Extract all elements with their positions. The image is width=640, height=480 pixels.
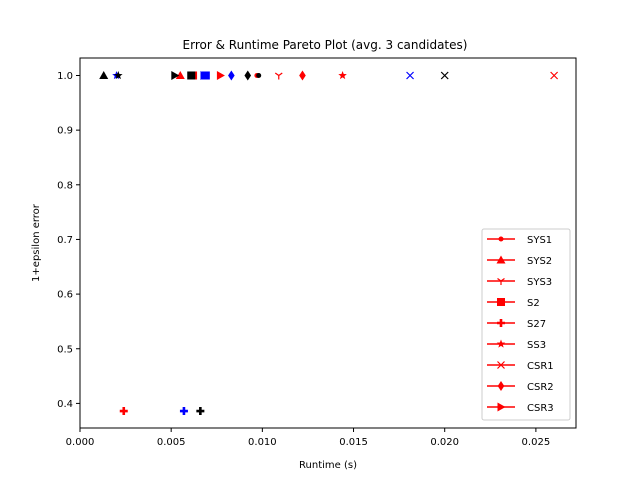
data-point-csr3-red <box>216 70 225 80</box>
y-tick-label: 0.8 <box>57 180 73 191</box>
legend-marker <box>497 319 505 327</box>
legend-entry-sys2: SYS2 <box>487 255 552 267</box>
legend-entry-ss3: SS3 <box>487 339 546 351</box>
data-point-sys3-red <box>274 72 283 80</box>
data-point-sys1-black <box>256 72 262 78</box>
data-point-csr2-black <box>244 70 252 81</box>
y-tick-label: 1.0 <box>57 71 73 82</box>
legend-entry-csr3: CSR3 <box>487 402 554 414</box>
data-point-s27-black <box>196 407 205 416</box>
legend-entry-s27: S27 <box>487 319 546 330</box>
y-axis-label: 1+epsilon error <box>31 203 42 282</box>
data-point-csr2-red <box>299 70 306 81</box>
legend-entry-sys3: SYS3 <box>487 277 552 288</box>
data-point-sys2-black <box>99 70 109 79</box>
data-point-sys2-red <box>175 70 185 79</box>
data-point-csr2-blue <box>228 70 235 81</box>
legend-entry-sys1: SYS1 <box>487 235 552 246</box>
legend-label: SYS2 <box>527 256 552 267</box>
legend-label: CSR2 <box>527 382 554 393</box>
x-axis-ticks: 0.000 0.005 0.010 0.015 0.020 0.025 <box>66 428 551 448</box>
data-points <box>99 70 559 416</box>
legend-label: CSR3 <box>527 403 554 414</box>
data-point-csr3-blue <box>200 70 209 80</box>
data-point-csr1-red <box>550 71 559 80</box>
x-axis-label: Runtime (s) <box>299 460 357 471</box>
legend-box <box>481 228 571 421</box>
y-tick-label: 0.9 <box>57 126 73 137</box>
x-tick-label: 0.020 <box>430 437 459 448</box>
legend-marker <box>496 255 506 264</box>
x-tick-label: 0.010 <box>248 437 277 448</box>
legend-entry-s2: S2 <box>487 298 540 309</box>
data-point-ss3-black <box>114 70 123 80</box>
data-point-csr1-black <box>440 71 449 80</box>
legend-label: SYS3 <box>527 277 552 288</box>
legend-label: SS3 <box>527 340 546 351</box>
chart-title: Error & Runtime Pareto Plot (avg. 3 cand… <box>183 38 468 52</box>
data-point-s2-black <box>187 71 196 80</box>
legend-marker <box>497 361 505 369</box>
legend-label: S2 <box>527 298 540 309</box>
data-point-csr3-black <box>171 70 180 80</box>
data-point-s27-red <box>119 407 128 416</box>
legend-marker <box>496 339 506 348</box>
x-tick-label: 0.005 <box>157 437 186 448</box>
x-tick-label: 0.025 <box>522 437 551 448</box>
legend-marker <box>498 236 504 242</box>
legend-marker <box>497 381 505 391</box>
legend-marker <box>497 278 505 285</box>
legend-entry-csr2: CSR2 <box>487 381 554 393</box>
legend-marker <box>497 298 505 306</box>
plot-frame <box>79 57 577 429</box>
legend-marker <box>497 402 506 412</box>
legend-label: CSR1 <box>527 361 554 372</box>
data-point-ss3-red <box>338 70 347 80</box>
x-tick-label: 0.000 <box>66 437 95 448</box>
y-tick-label: 0.4 <box>57 399 73 410</box>
y-tick-label: 0.6 <box>57 290 73 301</box>
legend-entry-csr1: CSR1 <box>487 361 554 372</box>
y-axis-ticks: 0.4 0.5 0.6 0.7 0.8 0.9 1.0 <box>57 71 80 410</box>
legend-label: SYS1 <box>527 235 552 246</box>
legend: SYS1 SYS2 SYS3 S2 S27 SS3 CSR1 CSR2 CSR3 <box>481 228 571 421</box>
y-tick-label: 0.7 <box>57 235 73 246</box>
data-point-s27-blue <box>179 407 188 416</box>
data-point-csr1-blue <box>406 71 414 80</box>
y-tick-label: 0.5 <box>57 344 73 355</box>
x-tick-label: 0.015 <box>339 437 368 448</box>
legend-label: S27 <box>527 319 546 330</box>
